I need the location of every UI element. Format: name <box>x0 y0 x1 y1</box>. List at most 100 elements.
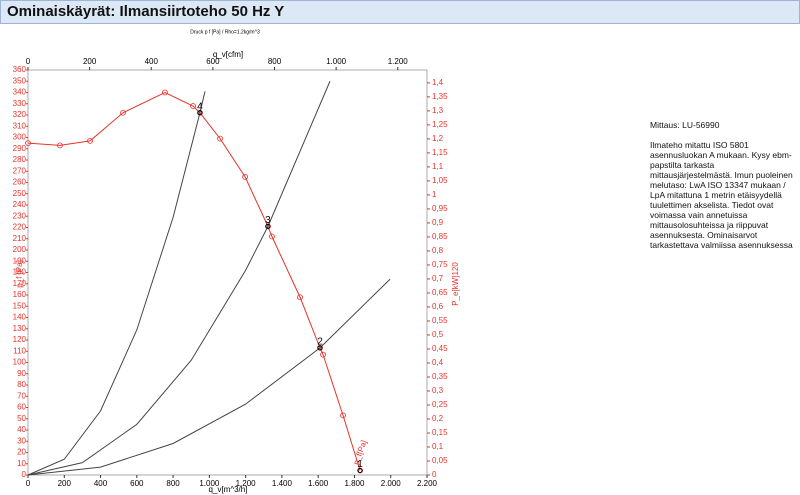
y2-tick-label: 1,15 <box>432 148 448 157</box>
operating-point <box>317 345 323 351</box>
curve <box>27 81 331 476</box>
y2-tick-label: 0,3 <box>432 386 444 395</box>
y-tick-label: 90 <box>17 369 26 378</box>
y-tick-label: 190 <box>13 256 27 265</box>
y-tick-label: 60 <box>17 403 26 412</box>
y-tick-label: 40 <box>17 425 26 434</box>
x2-tick-label: 800 <box>268 57 282 66</box>
y2-tick-label: 1,2 <box>432 134 444 143</box>
y2-tick-label: 1,3 <box>432 106 444 115</box>
y2-tick-label: 0 <box>432 470 437 479</box>
y-tick-label: 310 <box>13 121 27 130</box>
y-tick-label: 130 <box>13 324 27 333</box>
y-tick-label: 220 <box>13 223 27 232</box>
annotation: 1 <box>357 459 363 470</box>
marker <box>269 233 275 240</box>
y-tick-label: 120 <box>13 335 27 344</box>
header-title: Ominaiskäyrät: Ilmansiirtoteho 50 Hz Y <box>7 3 285 20</box>
y-tick-label: 180 <box>13 268 27 277</box>
y2-tick-label: 0,05 <box>432 456 448 465</box>
y-tick-label: 0 <box>22 470 27 479</box>
y-tick-label: 200 <box>13 245 27 254</box>
y2-tick-label: 0,55 <box>432 316 448 325</box>
x-tick-label: 600 <box>130 479 144 488</box>
y-tick-label: 80 <box>17 380 26 389</box>
x-tick-label: 1.400 <box>272 479 293 488</box>
y2-tick-label: 0,35 <box>432 372 448 381</box>
x2-tick-label: 400 <box>145 57 159 66</box>
x-tick-label: 400 <box>94 479 108 488</box>
y-tick-label: 320 <box>13 110 27 119</box>
y-tick-label: 230 <box>13 211 27 220</box>
y2-tick-label: 0,65 <box>432 288 448 297</box>
x-tick-label: 2.200 <box>417 479 438 488</box>
x-tick-label: 1.200 <box>236 479 257 488</box>
annotation: 2 <box>317 337 323 348</box>
x2-tick-label: 0 <box>26 57 31 66</box>
note-text: Ilmateho mitattu ISO 5801 asennusluokan … <box>650 140 793 250</box>
y-tick-label: 170 <box>13 279 27 288</box>
marker <box>162 89 168 96</box>
x-tick-label: 1.600 <box>308 479 329 488</box>
y2-tick-label: 0,6 <box>432 302 444 311</box>
x-axis-title: q_v[m^3/h] <box>209 485 248 494</box>
y-tick-label: 330 <box>13 99 27 108</box>
marker <box>120 109 126 116</box>
y-tick-label: 260 <box>13 178 27 187</box>
y2-tick-label: 0,9 <box>432 218 444 227</box>
x2-tick-label: 600 <box>206 57 220 66</box>
operating-point <box>265 223 271 229</box>
y-tick-label: 270 <box>13 166 27 175</box>
curve <box>27 278 391 476</box>
annotation: 4 <box>197 101 203 112</box>
y2-tick-label: 1,05 <box>432 176 448 185</box>
y2-tick-label: 0,7 <box>432 274 444 283</box>
y-tick-label: 160 <box>13 290 27 299</box>
y2-tick-label: 0,5 <box>432 330 444 339</box>
marker <box>87 137 93 144</box>
marker <box>320 351 326 358</box>
y2-axis-title: P_e[kW]120 <box>451 262 460 306</box>
y2-tick-label: 0,1 <box>432 442 444 451</box>
y-tick-label: 250 <box>13 189 27 198</box>
y2-tick-label: 0,25 <box>432 400 448 409</box>
y2-tick-label: 0,75 <box>432 260 448 269</box>
marker <box>190 103 196 109</box>
y-tick-label: 30 <box>17 436 26 445</box>
y-tick-label: 350 <box>13 76 27 85</box>
x-tick-label: 200 <box>58 479 72 488</box>
x-tick-label: 2.000 <box>381 479 402 488</box>
x-tick-label: 1.800 <box>344 479 365 488</box>
y-tick-label: 100 <box>13 358 27 367</box>
x-tick-label: 800 <box>166 479 180 488</box>
marker <box>297 294 303 301</box>
y-tick-label: 20 <box>17 448 26 457</box>
y2-tick-label: 0,85 <box>432 232 448 241</box>
y-tick-label: 10 <box>17 459 26 468</box>
y-tick-label: 150 <box>13 301 27 310</box>
y-tick-label: 140 <box>13 313 27 322</box>
operating-point <box>197 110 203 116</box>
y2-tick-label: 0,4 <box>432 358 444 367</box>
y2-tick-label: 1,35 <box>432 92 448 101</box>
x2-tick-label: 1.000 <box>326 57 347 66</box>
y2-tick-label: 0,2 <box>432 414 444 423</box>
chart: Druck p f [Pa] / Rho=1.2kg/m^30 200 400 600… <box>13 29 460 494</box>
annotation: 3 <box>265 215 271 226</box>
y-tick-label: 70 <box>17 391 26 400</box>
y2-tick-label: 1,4 <box>432 78 444 87</box>
y-tick-label: 110 <box>13 346 26 355</box>
x-tick-label: 0 <box>26 479 31 488</box>
y2-tick-label: 1 <box>432 190 437 199</box>
y-tick-label: 300 <box>13 133 27 142</box>
y-tick-label: 210 <box>13 234 27 243</box>
y-axis-title: p_f [Pa] <box>15 260 24 288</box>
y-tick-label: 50 <box>17 414 26 423</box>
marker <box>57 142 63 149</box>
curve <box>27 91 206 476</box>
y-tick-label: 280 <box>13 155 27 164</box>
x2-tick-label: 1.200 <box>388 57 409 66</box>
note: Mittaus: LU-56990 Ilmateho mitattu ISO 5… <box>650 120 798 260</box>
measurement: Mittaus: LU-56990 <box>650 120 720 130</box>
y-tick-label: 360 <box>13 65 27 74</box>
